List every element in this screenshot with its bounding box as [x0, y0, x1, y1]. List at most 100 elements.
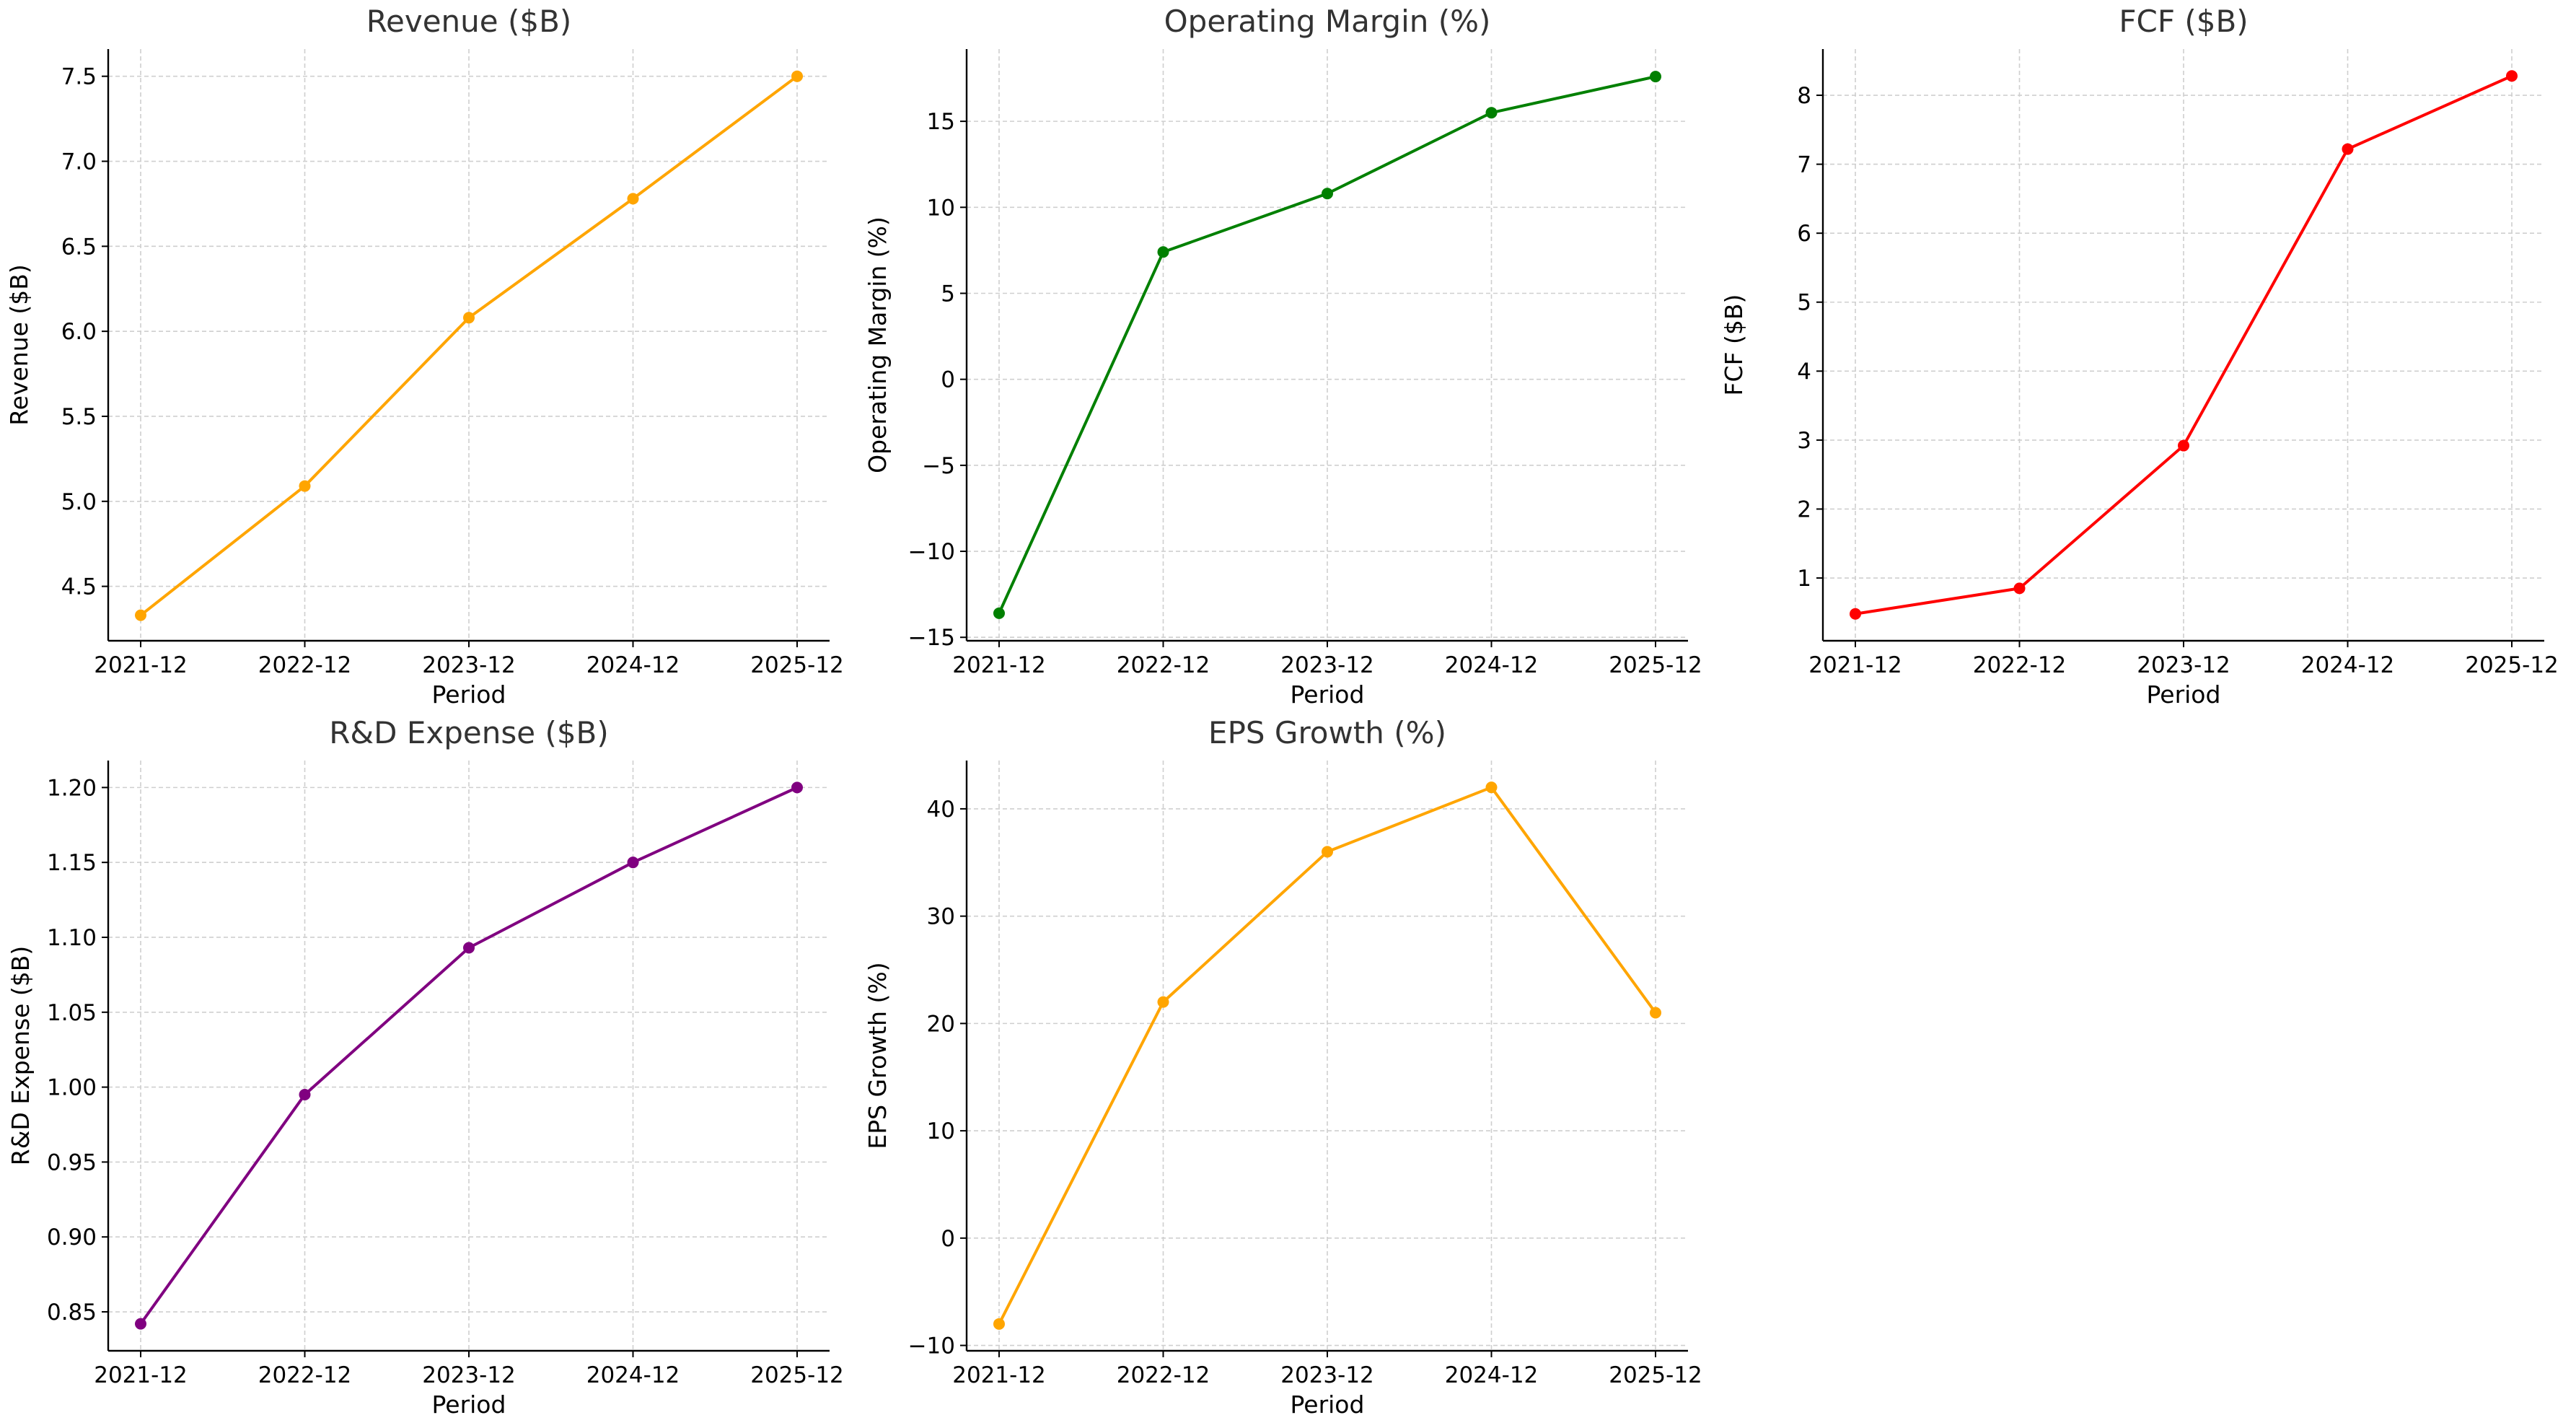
x-tick-label: 2021-12: [952, 1362, 1046, 1388]
data-point: [2506, 70, 2518, 82]
data-point: [1650, 1007, 1661, 1019]
x-tick-label: 2025-12: [1609, 652, 1702, 678]
x-tick-label: 2025-12: [2465, 652, 2559, 678]
data-point: [135, 1318, 146, 1330]
chart-title: Revenue ($B): [366, 4, 572, 39]
series-line: [139, 786, 798, 1325]
y-tick-label: 1.00: [47, 1075, 97, 1101]
x-tick-label: 2021-12: [94, 652, 188, 678]
y-tick-label: 10: [927, 1118, 955, 1144]
y-tick-label: 7.0: [61, 149, 97, 175]
chart-panel: −10 0 10 20 30 40 2021-12 2022-12 2023-12 2024-12…: [863, 715, 1702, 1419]
y-tick-label: 1.10: [47, 925, 97, 951]
x-tick-label: 2025-12: [1609, 1362, 1702, 1388]
y-tick-label: 7: [1797, 152, 1811, 178]
x-axis-label: Period: [2147, 680, 2221, 709]
y-tick-label: 6.5: [61, 234, 97, 260]
y-tick-label: 1.05: [47, 1000, 97, 1026]
x-tick-label: 2024-12: [1445, 1362, 1539, 1388]
y-tick-label: −15: [908, 625, 955, 651]
data-point: [1322, 188, 1333, 200]
y-tick-label: 0: [941, 1226, 955, 1252]
y-tick-label: 1.15: [47, 850, 97, 876]
chart-title: R&D Expense ($B): [329, 715, 609, 750]
data-point: [791, 781, 803, 794]
y-tick-label: 20: [927, 1011, 955, 1037]
data-point: [463, 312, 475, 324]
x-tick-label: 2023-12: [422, 1362, 516, 1388]
data-point: [1322, 846, 1333, 858]
x-tick-label: 2025-12: [750, 652, 844, 678]
y-tick-label: 6: [1797, 221, 1811, 247]
data-point: [1485, 781, 1498, 794]
y-axis-label: Revenue ($B): [5, 264, 33, 426]
y-axis-label: EPS Growth (%): [863, 962, 892, 1149]
y-tick-label: 5: [1797, 290, 1811, 316]
chart-title: Operating Margin (%): [1164, 4, 1491, 39]
data-point: [299, 480, 311, 492]
x-tick-label: 2022-12: [1973, 652, 2067, 678]
x-tick-label: 2021-12: [1808, 652, 1902, 678]
x-tick-label: 2022-12: [258, 1362, 352, 1388]
chart-panel: 0.85 0.90 0.95 1.00 1.05 1.10 1.15 1.20 2021-12 2…: [6, 715, 844, 1419]
y-tick-label: 3: [1797, 428, 1811, 454]
y-tick-label: 4.5: [61, 574, 97, 600]
data-point: [463, 942, 475, 954]
chart-title: FCF ($B): [2119, 4, 2248, 39]
x-tick-label: 2023-12: [422, 652, 516, 678]
y-tick-label: 40: [927, 797, 955, 823]
y-tick-label: −10: [908, 539, 955, 565]
data-point: [299, 1088, 311, 1100]
y-tick-label: −10: [908, 1333, 955, 1359]
y-tick-label: 7.5: [61, 64, 97, 90]
x-tick-label: 2024-12: [1445, 652, 1539, 678]
x-tick-label: 2022-12: [1117, 1362, 1210, 1388]
chart-panel: 4.5 5.0 5.5 6.0 6.5 7.0 7.5 2021-12 2022-12 2023-…: [5, 4, 844, 709]
data-point: [627, 193, 639, 205]
y-axis-label: FCF ($B): [1720, 294, 1748, 396]
x-tick-label: 2023-12: [1280, 652, 1374, 678]
y-tick-label: 5.0: [61, 489, 97, 515]
y-tick-label: 4: [1797, 359, 1811, 385]
y-tick-label: 1.20: [47, 775, 97, 801]
x-tick-label: 2021-12: [94, 1362, 188, 1388]
y-tick-label: 8: [1797, 83, 1811, 109]
y-tick-label: 30: [927, 904, 955, 930]
data-point: [627, 857, 639, 869]
x-tick-label: 2024-12: [586, 652, 680, 678]
y-tick-label: 0.85: [47, 1300, 97, 1326]
y-tick-label: 0.90: [47, 1225, 97, 1250]
x-axis-label: Period: [432, 680, 506, 709]
y-tick-label: 10: [927, 195, 955, 221]
data-point: [2178, 439, 2189, 452]
x-tick-label: 2024-12: [2301, 652, 2395, 678]
data-point: [1650, 71, 1661, 83]
data-point: [1485, 107, 1498, 119]
x-tick-label: 2022-12: [1117, 652, 1210, 678]
x-tick-label: 2025-12: [750, 1362, 844, 1388]
series-line: [998, 786, 1657, 1325]
y-axis-label: R&D Expense ($B): [6, 946, 35, 1165]
y-tick-label: 15: [927, 109, 955, 135]
x-axis-label: Period: [432, 1390, 506, 1419]
y-tick-label: 2: [1797, 496, 1811, 522]
x-tick-label: 2023-12: [2137, 652, 2230, 678]
y-tick-label: 1: [1797, 566, 1811, 592]
y-tick-label: −5: [922, 453, 955, 479]
y-axis-label: Operating Margin (%): [863, 216, 892, 473]
x-tick-label: 2023-12: [1280, 1362, 1374, 1388]
data-point: [1850, 608, 1861, 620]
x-tick-label: 2022-12: [258, 652, 352, 678]
y-tick-label: 0.95: [47, 1149, 97, 1175]
y-tick-label: 5: [941, 281, 955, 307]
data-point: [993, 1318, 1005, 1330]
data-point: [2013, 582, 2026, 595]
data-point: [1157, 246, 1169, 258]
data-point: [2342, 143, 2354, 155]
data-point: [791, 70, 803, 82]
x-tick-label: 2021-12: [952, 652, 1046, 678]
chart-title: EPS Growth (%): [1208, 715, 1446, 750]
x-axis-label: Period: [1291, 1390, 1365, 1419]
chart-panel: 1 2 3 4 5 6 7 8 2021-12 2022-12 2023-12 2024-12 2025…: [1720, 4, 2559, 709]
